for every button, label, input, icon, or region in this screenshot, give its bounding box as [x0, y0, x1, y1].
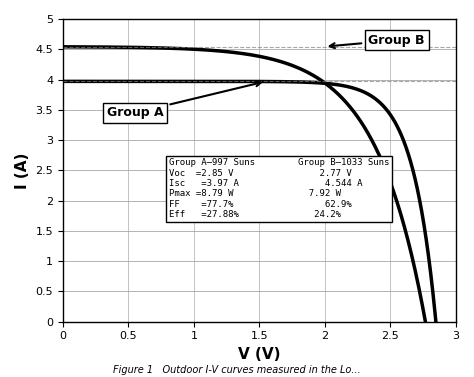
Text: Figure 1   Outdoor I-V curves measured in the Lo...: Figure 1 Outdoor I-V curves measured in … — [113, 365, 361, 375]
X-axis label: V (V): V (V) — [238, 347, 281, 362]
Y-axis label: I (A): I (A) — [15, 152, 30, 188]
Text: Group B: Group B — [330, 34, 425, 48]
Text: Group A–997 Suns        Group B–1033 Suns
Voc  =2.85 V                2.77 V
Isc: Group A–997 Suns Group B–1033 Suns Voc =… — [169, 158, 389, 219]
Text: Group A: Group A — [107, 81, 261, 120]
